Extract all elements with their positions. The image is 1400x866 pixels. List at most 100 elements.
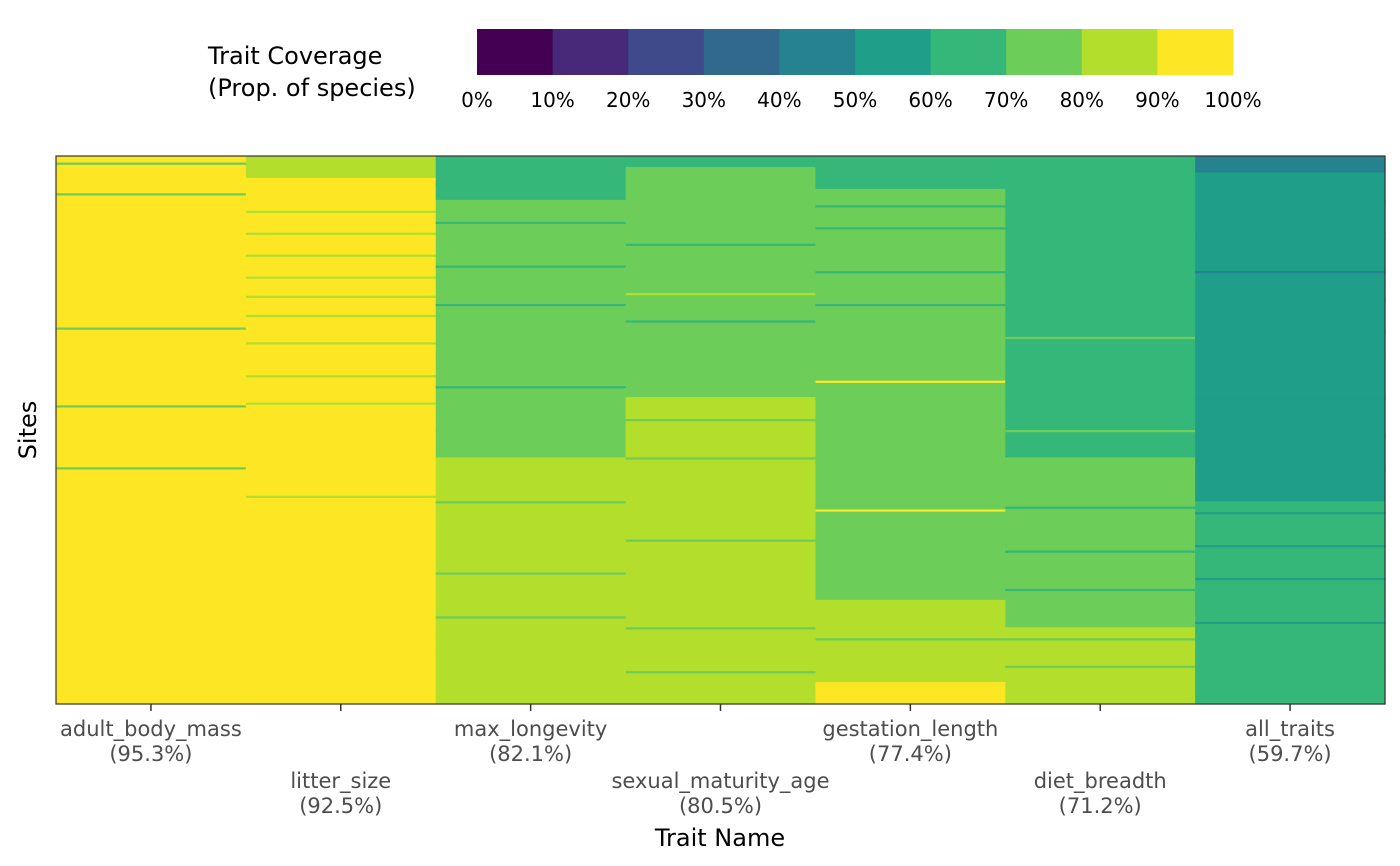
legend-tick-label: 40%	[757, 88, 801, 112]
heatmap-cell	[1005, 638, 1196, 641]
heatmap-cell	[625, 419, 817, 422]
legend-tick-label: 70%	[984, 88, 1028, 112]
x-tick-label: all_traits	[1245, 717, 1335, 742]
heatmap-cell	[1195, 468, 1386, 471]
heatmap-cell	[435, 265, 627, 268]
heatmap-cell	[815, 567, 1006, 570]
heatmap-cell	[1005, 364, 1196, 367]
heatmap-cell	[435, 183, 627, 186]
heatmap-cell	[815, 205, 1006, 208]
heatmap-cell	[435, 221, 627, 224]
heatmap-cell	[435, 501, 627, 504]
legend-tick-label: 50%	[833, 88, 877, 112]
heatmap-cell	[815, 682, 1006, 705]
heatmap-cell	[1195, 413, 1386, 502]
heatmap-cell	[625, 369, 817, 372]
heatmap-cell	[435, 303, 627, 307]
x-tick-coverage-label: (59.7%)	[1249, 742, 1332, 766]
heatmap-cell	[435, 331, 627, 458]
heatmap-cell	[1195, 397, 1386, 400]
heatmap-cell	[1005, 254, 1196, 257]
heatmap-cell	[815, 509, 1006, 512]
heatmap-cell	[625, 156, 817, 168]
heatmap-cell	[435, 430, 627, 433]
heatmap-cell	[1195, 199, 1386, 203]
legend-tick-label: 100%	[1204, 88, 1261, 112]
heatmap-cell	[435, 638, 627, 705]
legend-bin	[1081, 29, 1158, 75]
legend-bin	[628, 29, 705, 75]
heatmap-cell	[245, 402, 437, 405]
legend-bin	[855, 29, 932, 75]
heatmap-cell	[625, 457, 817, 460]
heatmap-cell	[56, 162, 247, 165]
heatmap-cell	[625, 627, 817, 630]
heatmap-cell	[815, 506, 1006, 601]
heatmap-cell	[625, 397, 817, 497]
heatmap-cell	[56, 405, 247, 408]
x-tick-label: litter_size	[290, 769, 391, 794]
legend-tick-label: 0%	[461, 88, 493, 112]
heatmap-cell	[1195, 271, 1386, 274]
x-tick-coverage-label: (82.1%)	[489, 742, 572, 766]
x-tick-coverage-label: (71.2%)	[1059, 794, 1142, 818]
heatmap-cell	[1005, 156, 1196, 179]
heatmap-cell	[815, 227, 1006, 230]
heatmap-cell	[245, 276, 437, 279]
heatmap-cell	[245, 375, 437, 378]
heatmap-cell	[1195, 238, 1386, 241]
heatmap-cell	[56, 467, 247, 470]
heatmap-cell	[245, 314, 437, 318]
heatmap-cell	[245, 156, 437, 163]
legend-tick-label: 60%	[908, 88, 952, 112]
heatmap-cell	[1195, 232, 1386, 415]
heatmap-cell	[815, 188, 1006, 256]
x-tick-coverage-label: (95.3%)	[109, 742, 192, 766]
heatmap-cell	[625, 166, 817, 179]
heatmap-cell	[1005, 457, 1196, 628]
heatmap-cell	[56, 156, 247, 160]
heatmap-cell	[815, 599, 1006, 683]
legend-title-line-1: Trait Coverage	[207, 42, 382, 70]
legend-tick-label: 10%	[530, 88, 574, 112]
heatmap-cell	[1005, 336, 1196, 340]
legend-bin	[1006, 29, 1083, 75]
heatmap-cell	[1195, 512, 1386, 515]
heatmap-cell	[625, 539, 817, 542]
legend-tick-label: 20%	[606, 88, 650, 112]
heatmap-panel	[56, 156, 1386, 705]
heatmap-cell	[625, 320, 817, 323]
heatmap-cell	[815, 271, 1006, 274]
heatmap-cell	[435, 353, 627, 356]
heatmap-cell	[245, 254, 437, 257]
heatmap-cell	[245, 295, 437, 298]
heatmap-cell	[1195, 358, 1386, 361]
x-tick-label: diet_breadth	[1034, 769, 1167, 794]
heatmap-cell	[1005, 177, 1196, 294]
heatmap-cell	[56, 327, 247, 330]
heatmap-cell	[815, 528, 1006, 531]
x-axis-title: Trait Name	[654, 824, 785, 852]
heatmap-cell	[815, 172, 1006, 175]
heatmap-cell	[56, 158, 247, 705]
heatmap-cell	[1195, 501, 1386, 650]
y-axis-title: Sites	[14, 401, 42, 460]
heatmap-cell	[1005, 550, 1196, 553]
legend-bin	[1157, 29, 1234, 75]
legend-bin	[552, 29, 629, 75]
heatmap-cell	[1195, 435, 1386, 438]
heatmap-cell	[1195, 156, 1386, 174]
x-tick-coverage-label: (92.5%)	[299, 794, 382, 818]
heatmap-cell	[815, 380, 1006, 383]
x-tick-label: adult_body_mass	[60, 717, 242, 742]
heatmap-cell	[435, 386, 627, 389]
legend-bin	[703, 29, 780, 75]
heatmap-cell	[1005, 221, 1196, 224]
heatmap-cell	[625, 693, 817, 705]
heatmap-cell	[625, 671, 817, 674]
legend-tick-label: 90%	[1135, 88, 1179, 112]
legend-title-line-2: (Prop. of species)	[208, 74, 416, 102]
heatmap-cell	[245, 161, 437, 179]
x-tick-coverage-label: (80.5%)	[679, 794, 762, 818]
